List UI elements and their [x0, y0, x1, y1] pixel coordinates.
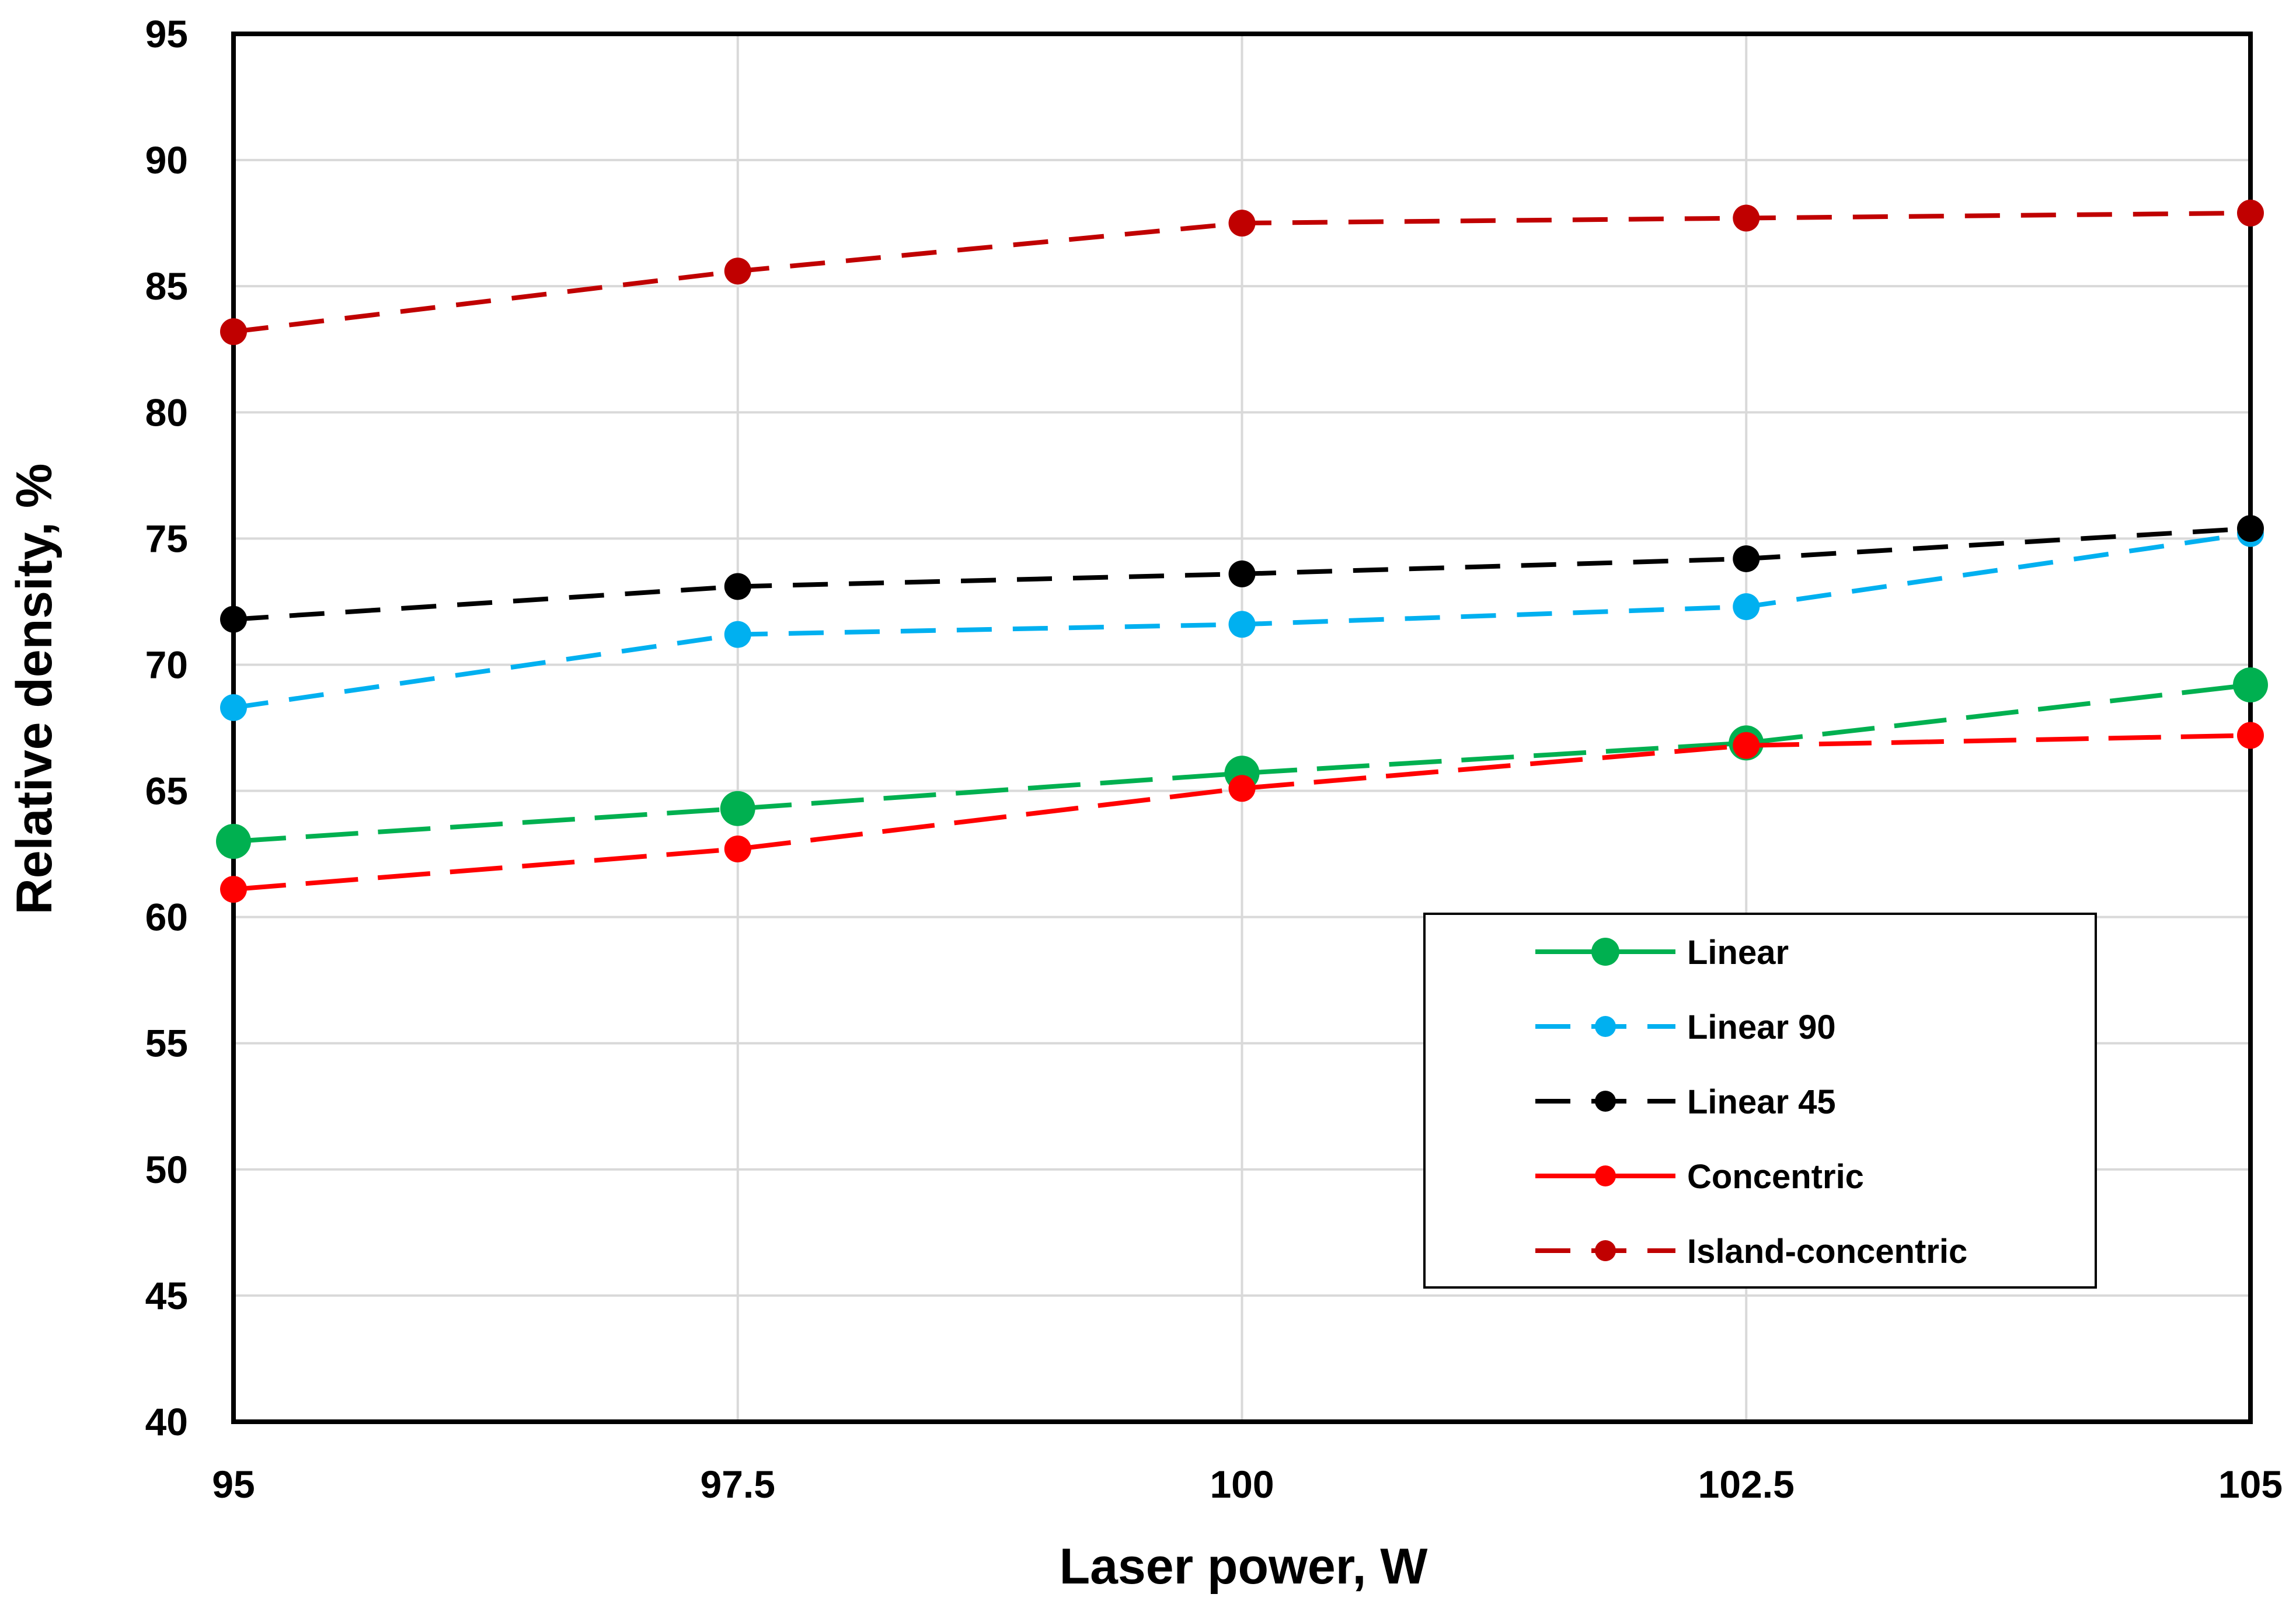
data-series	[216, 199, 2268, 903]
y-tick-label: 70	[145, 643, 188, 686]
y-tick-label: 85	[145, 264, 188, 308]
legend-label: Linear 90	[1687, 1008, 1836, 1046]
legend-label: Linear 45	[1687, 1083, 1836, 1121]
x-tick-label: 102.5	[1698, 1463, 1795, 1506]
data-point	[2237, 199, 2264, 227]
data-point	[220, 694, 247, 721]
y-tick-label: 60	[145, 896, 188, 939]
data-point	[724, 835, 751, 862]
data-point	[1733, 204, 1760, 232]
x-tick-label: 95	[212, 1463, 255, 1506]
series-concentric	[220, 722, 2264, 903]
grid-lines	[232, 33, 2252, 1423]
data-point	[220, 318, 247, 345]
x-axis-title: Laser power, W	[1060, 1539, 1429, 1595]
data-point	[2237, 722, 2264, 749]
data-point	[220, 605, 247, 633]
legend-label: Linear	[1687, 934, 1789, 972]
y-tick-label: 80	[145, 391, 188, 434]
y-tick-label: 50	[145, 1148, 188, 1191]
legend-marker	[1595, 1016, 1616, 1037]
y-tick-label: 65	[145, 770, 188, 813]
legend-item-concentric: Concentric	[1535, 1158, 1864, 1196]
data-point	[1733, 593, 1760, 621]
legend-item-linear: Linear	[1535, 934, 1789, 972]
data-point	[724, 257, 751, 285]
data-point	[720, 791, 755, 826]
x-tick-label: 100	[1210, 1463, 1274, 1506]
legend-marker	[1595, 1091, 1616, 1112]
data-point	[216, 823, 251, 859]
x-tick-label: 105	[2218, 1463, 2283, 1506]
x-tick-label: 97.5	[701, 1463, 775, 1506]
y-tick-label: 45	[145, 1274, 188, 1317]
data-point	[1733, 545, 1760, 572]
data-point	[2233, 667, 2268, 703]
y-tick-label: 55	[145, 1022, 188, 1065]
data-point	[1228, 560, 1256, 587]
y-axis-title: Relative density, %	[6, 464, 62, 915]
legend-label: Island-concentric	[1687, 1233, 1967, 1271]
y-axis-tick-labels: 40 45 50 55 60 65 70 75 80 85 90 95	[145, 12, 188, 1443]
data-point	[1228, 611, 1256, 638]
data-point	[2237, 515, 2264, 542]
y-tick-label: 75	[145, 517, 188, 560]
data-point	[1228, 210, 1256, 237]
legend-item-linear-90: Linear 90	[1535, 1008, 1836, 1046]
legend-item-island-concentric: Island-concentric	[1535, 1233, 1967, 1271]
y-tick-label: 90	[145, 138, 188, 182]
series-island-concentric	[220, 199, 2264, 345]
legend-marker	[1591, 938, 1619, 966]
y-tick-label: 95	[145, 12, 188, 55]
y-tick-label: 40	[145, 1400, 188, 1443]
data-point	[1228, 775, 1256, 802]
data-point	[724, 621, 751, 648]
data-point	[1733, 732, 1760, 759]
legend-item-linear-45: Linear 45	[1535, 1083, 1836, 1121]
series-line	[233, 683, 2251, 844]
x-axis-tick-labels: 95 97.5 100 102.5 105	[212, 1463, 2283, 1506]
legend: Linear Linear 90 Linear 45 Concentric Island…	[1423, 913, 2097, 1289]
data-point	[220, 876, 247, 903]
data-point	[724, 573, 751, 600]
series-linear-45	[220, 515, 2264, 633]
series-linear-90	[220, 520, 2264, 721]
legend-label: Concentric	[1687, 1158, 1864, 1196]
legend-marker	[1595, 1165, 1616, 1186]
legend-marker	[1595, 1240, 1616, 1261]
